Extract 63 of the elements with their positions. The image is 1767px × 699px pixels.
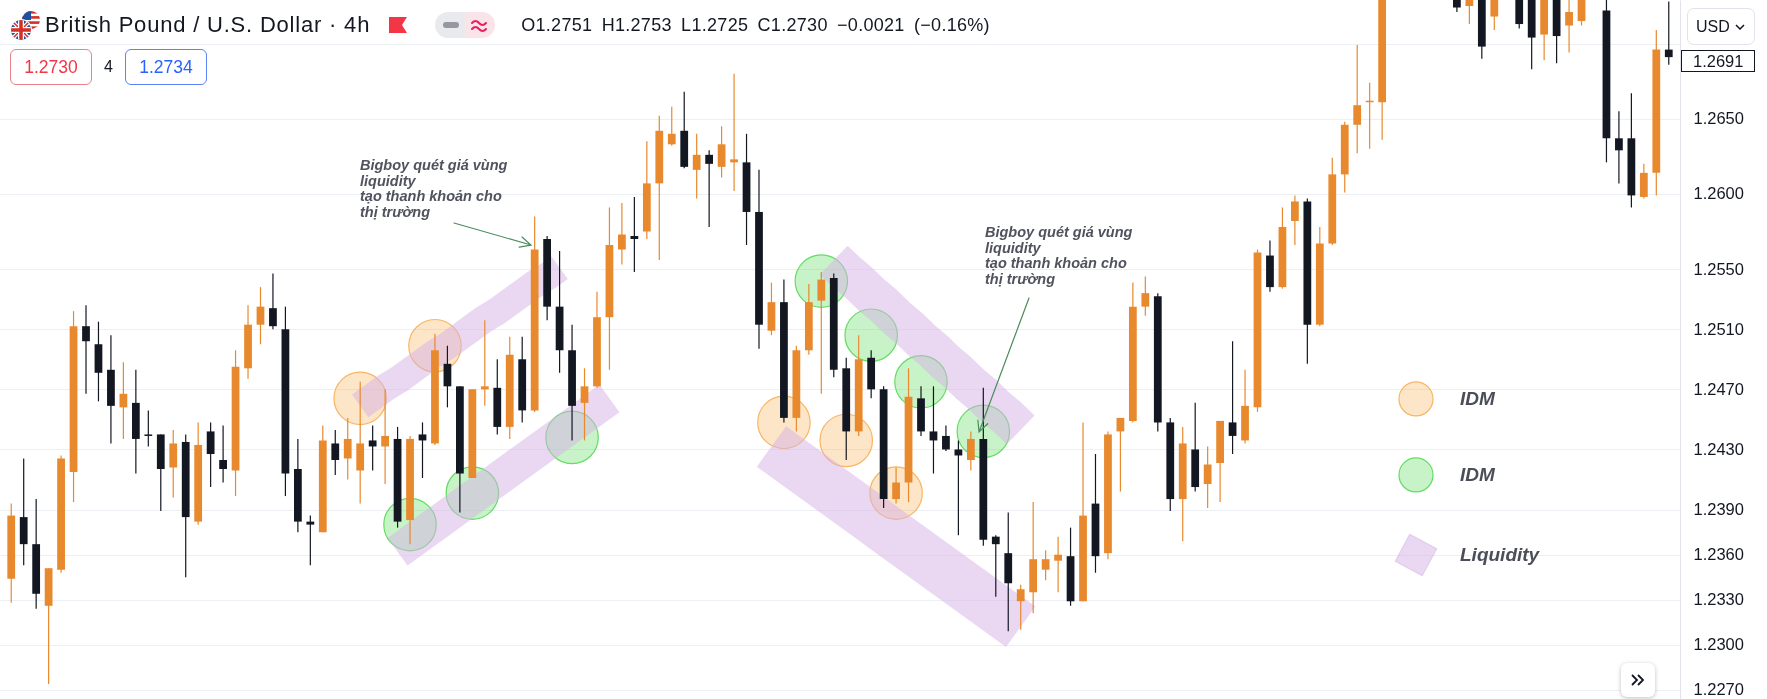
annotation: Bigboy quét giá vùng liquidity tạo thanh khoản cho thị trường bbox=[360, 157, 508, 220]
candlestick bbox=[343, 417, 352, 481]
candlestick bbox=[942, 424, 950, 452]
candlestick bbox=[1565, 0, 1573, 54]
candlestick bbox=[219, 424, 227, 484]
candlestick bbox=[1664, 0, 1673, 66]
annotation: 4 bbox=[104, 57, 113, 77]
candlestick bbox=[618, 202, 626, 266]
candlestick bbox=[1577, 0, 1586, 27]
candlestick bbox=[966, 430, 975, 472]
legend-label: Liquidity bbox=[1460, 543, 1541, 565]
text: British Pound / U.S. Dollar · 4h bbox=[45, 12, 371, 38]
y-tick-label: 1.2600 bbox=[1693, 184, 1744, 203]
candlestick bbox=[368, 424, 377, 472]
legend-label: IDM bbox=[1460, 463, 1496, 485]
candlestick bbox=[730, 73, 738, 192]
annotation: 1.2734 bbox=[125, 49, 207, 85]
text: O1.2751 H1.2753 L1.2725 C1.2730 −0.0021 (−0.16%) bbox=[521, 14, 990, 37]
candlestick bbox=[929, 385, 938, 475]
annotation: Bigboy quét giá vùng liquidity tạo thanh khoản cho thị trường bbox=[985, 224, 1133, 287]
candlestick bbox=[630, 196, 639, 273]
candlestick bbox=[1465, 0, 1474, 25]
candlestick bbox=[1016, 584, 1025, 631]
y-tick-label: 1.2270 bbox=[1693, 680, 1744, 699]
y-tick-label: 1.2510 bbox=[1693, 319, 1744, 338]
candlestick bbox=[306, 515, 315, 566]
candlestick bbox=[817, 271, 826, 395]
candlestick bbox=[1203, 445, 1212, 509]
text: 1.2691 bbox=[1681, 50, 1755, 72]
y-tick-label: 1.2430 bbox=[1693, 439, 1744, 458]
candlestick bbox=[580, 367, 589, 442]
candlestick bbox=[82, 304, 90, 395]
legend-label: IDM bbox=[1460, 387, 1496, 409]
y-tick-label: 1.2330 bbox=[1693, 590, 1744, 609]
candlestick bbox=[667, 106, 676, 147]
candlestick bbox=[144, 409, 153, 448]
candlestick bbox=[480, 319, 489, 407]
candlestick bbox=[256, 286, 265, 345]
candlestick bbox=[206, 421, 215, 488]
y-tick-label: 1.2360 bbox=[1693, 545, 1744, 564]
candlestick bbox=[692, 133, 701, 200]
candlestick bbox=[1228, 340, 1237, 455]
y-tick-label: 1.2650 bbox=[1693, 109, 1744, 128]
candlestick bbox=[269, 272, 277, 330]
candlestick bbox=[1353, 44, 1362, 154]
candlestick bbox=[892, 466, 900, 505]
candlestick bbox=[1141, 275, 1150, 317]
candlestick bbox=[1054, 536, 1062, 593]
candlestick bbox=[331, 429, 340, 476]
candlestick bbox=[1615, 110, 1623, 184]
candlestick bbox=[705, 149, 714, 228]
candlestick bbox=[991, 534, 1000, 598]
candlestick bbox=[1041, 549, 1050, 581]
y-tick-label: 1.2550 bbox=[1693, 259, 1744, 278]
candlestick bbox=[381, 388, 389, 485]
candlestick bbox=[1490, 0, 1499, 31]
text: USD bbox=[1696, 18, 1730, 35]
candlestick bbox=[717, 125, 726, 178]
y-tick-label: 1.2300 bbox=[1693, 635, 1744, 654]
annotation: 1.2730 bbox=[10, 49, 92, 85]
candlestick bbox=[1291, 194, 1299, 246]
y-tick-label: 1.2390 bbox=[1693, 500, 1744, 519]
y-tick-label: 1.2470 bbox=[1693, 379, 1744, 398]
